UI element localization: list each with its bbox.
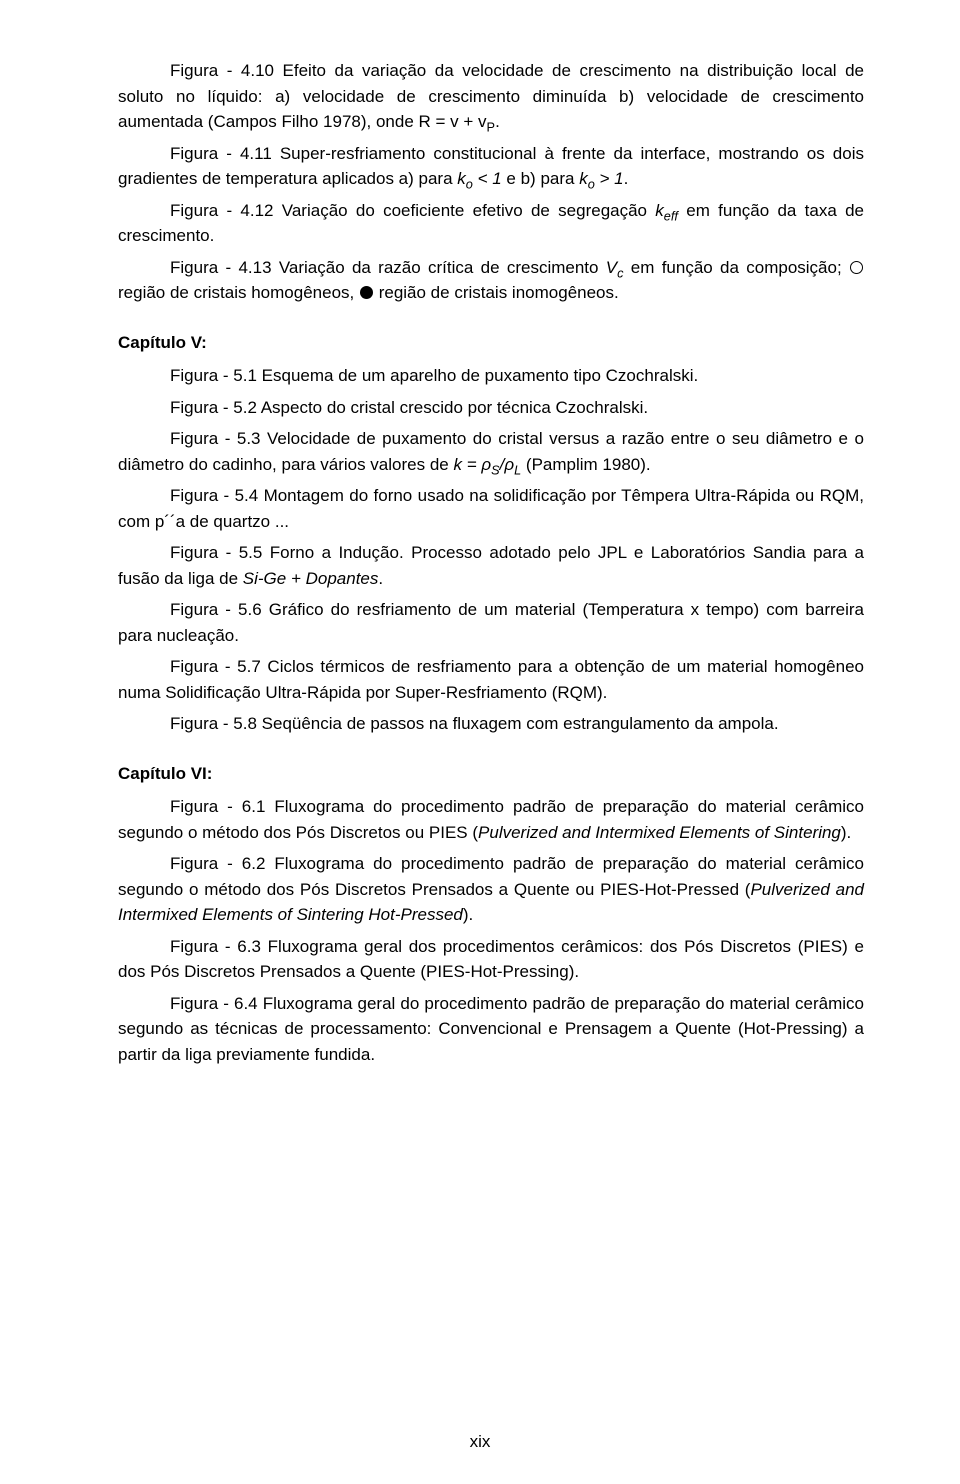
fig-5-1: Figura - 5.1 Esquema de um aparelho de p… xyxy=(118,363,864,389)
page-number: xix xyxy=(0,1429,960,1455)
text: e b) para xyxy=(502,169,580,188)
var-k: k xyxy=(655,201,664,220)
text: . xyxy=(378,569,383,588)
text: < 1 xyxy=(473,169,502,188)
text: ). xyxy=(463,905,473,924)
text: ). xyxy=(841,823,851,842)
fig-5-7: Figura - 5.7 Ciclos térmicos de resfriam… xyxy=(118,654,864,705)
filled-circle-icon xyxy=(360,286,373,299)
var-rho: ρ xyxy=(481,455,491,474)
var-rho: ρ xyxy=(504,455,514,474)
fig-4-12: Figura - 4.12 Variação do coeficiente ef… xyxy=(118,198,864,249)
sub-o: o xyxy=(466,176,473,191)
cap6-title: Capítulo VI: xyxy=(118,761,864,787)
fig-5-2: Figura - 5.2 Aspecto do cristal crescido… xyxy=(118,395,864,421)
text: Figura - 4.12 Variação do coeficiente ef… xyxy=(170,201,655,220)
var-k: k xyxy=(579,169,588,188)
text: em função da composição; xyxy=(624,258,850,277)
text: . xyxy=(495,112,500,131)
fig-5-8: Figura - 5.8 Seqüência de passos na flux… xyxy=(118,711,864,737)
cap5-title: Capítulo V: xyxy=(118,330,864,356)
sub-o: o xyxy=(588,176,595,191)
var-v: V xyxy=(606,258,617,277)
fig-5-6: Figura - 5.6 Gráfico do resfriamento de … xyxy=(118,597,864,648)
fig-4-11: Figura - 4.11 Super-resfriamento constit… xyxy=(118,141,864,192)
var-k: k xyxy=(457,169,466,188)
fig-4-13: Figura - 4.13 Variação da razão crítica … xyxy=(118,255,864,306)
fig-6-2: Figura - 6.2 Fluxograma do procedimento … xyxy=(118,851,864,928)
text: . xyxy=(624,169,629,188)
var-k: k = xyxy=(453,455,481,474)
text: (Pamplim 1980). xyxy=(521,455,650,474)
text: região de cristais homogêneos, xyxy=(118,283,359,302)
text-italic: Pulverized and Intermixed Elements of Si… xyxy=(478,823,841,842)
fig-4-10: Figura - 4.10 Efeito da variação da velo… xyxy=(118,58,864,135)
page: Figura - 4.10 Efeito da variação da velo… xyxy=(0,0,960,1484)
subscript-p: P xyxy=(487,119,496,134)
text: região de cristais inomogêneos. xyxy=(374,283,619,302)
text: Figura - 5.5 Forno a Indução. Processo a… xyxy=(118,543,864,588)
fig-6-4: Figura - 6.4 Fluxograma geral do procedi… xyxy=(118,991,864,1068)
fig-5-5: Figura - 5.5 Forno a Indução. Processo a… xyxy=(118,540,864,591)
sub-s: S xyxy=(491,462,500,477)
fig-5-4: Figura - 5.4 Montagem do forno usado na … xyxy=(118,483,864,534)
text: > 1 xyxy=(595,169,624,188)
fig-5-3: Figura - 5.3 Velocidade de puxamento do … xyxy=(118,426,864,477)
text-italic: Si-Ge + Dopantes xyxy=(243,569,379,588)
sub-eff: eff xyxy=(664,208,678,223)
fig-6-1: Figura - 6.1 Fluxograma do procedimento … xyxy=(118,794,864,845)
text: Figura - 4.13 Variação da razão crítica … xyxy=(170,258,606,277)
open-circle-icon xyxy=(850,261,863,274)
fig-6-3: Figura - 6.3 Fluxograma geral dos proced… xyxy=(118,934,864,985)
